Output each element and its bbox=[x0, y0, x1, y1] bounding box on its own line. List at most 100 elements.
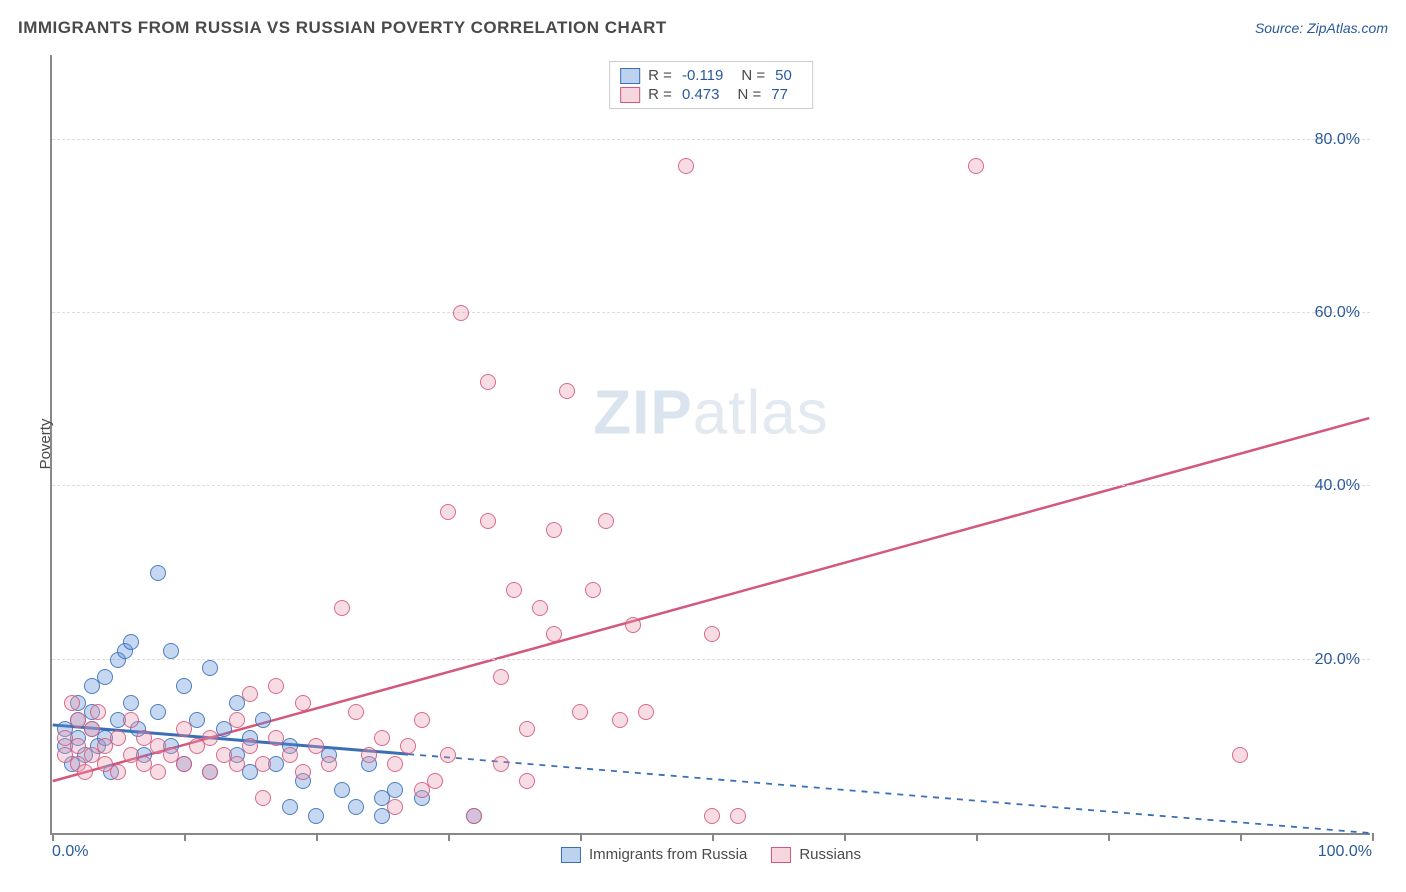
data-point bbox=[493, 756, 509, 772]
data-point bbox=[427, 773, 443, 789]
data-point bbox=[308, 808, 324, 824]
data-point bbox=[519, 721, 535, 737]
x-tick-mark bbox=[1372, 833, 1374, 841]
trend-line-solid bbox=[53, 418, 1370, 781]
data-point bbox=[176, 678, 192, 694]
data-point bbox=[77, 764, 93, 780]
legend-r-value: 0.473 bbox=[682, 86, 720, 103]
correlation-legend: R = -0.119 N = 50R = 0.473 N = 77 bbox=[609, 61, 813, 109]
data-point bbox=[387, 756, 403, 772]
data-point bbox=[598, 513, 614, 529]
series-legend-item: Immigrants from Russia bbox=[561, 846, 747, 863]
scatter-plot: Poverty ZIPatlas R =-0.119N =50R =0.473N… bbox=[50, 55, 1370, 835]
legend-r-value: -0.119 bbox=[682, 67, 723, 84]
y-tick-label: 60.0% bbox=[1315, 304, 1360, 322]
data-point bbox=[414, 712, 430, 728]
data-point bbox=[202, 660, 218, 676]
data-point bbox=[638, 704, 654, 720]
data-point bbox=[255, 756, 271, 772]
data-point bbox=[585, 582, 601, 598]
data-point bbox=[176, 756, 192, 772]
data-point bbox=[559, 383, 575, 399]
x-tick-mark bbox=[184, 833, 186, 841]
data-point bbox=[519, 773, 535, 789]
data-point bbox=[282, 747, 298, 763]
y-tick-label: 80.0% bbox=[1315, 131, 1360, 149]
data-point bbox=[466, 808, 482, 824]
data-point bbox=[90, 704, 106, 720]
data-point bbox=[532, 600, 548, 616]
x-tick-mark bbox=[448, 833, 450, 841]
data-point bbox=[387, 782, 403, 798]
legend-n-label: N = bbox=[741, 67, 765, 84]
correlation-legend-row: R = -0.119 N = 50 bbox=[620, 66, 802, 85]
x-tick-mark bbox=[1108, 833, 1110, 841]
legend-swatch bbox=[620, 87, 640, 103]
data-point bbox=[229, 756, 245, 772]
data-point bbox=[480, 513, 496, 529]
x-tick-mark bbox=[1240, 833, 1242, 841]
data-point bbox=[150, 704, 166, 720]
legend-n-value: 50 bbox=[775, 67, 792, 84]
y-axis-label: Poverty bbox=[37, 419, 54, 470]
data-point bbox=[202, 764, 218, 780]
y-tick-label: 20.0% bbox=[1315, 651, 1360, 669]
gridline bbox=[52, 139, 1370, 140]
data-point bbox=[348, 704, 364, 720]
data-point bbox=[440, 747, 456, 763]
data-point bbox=[334, 782, 350, 798]
data-point bbox=[546, 522, 562, 538]
data-point bbox=[546, 626, 562, 642]
data-point bbox=[268, 678, 284, 694]
data-point bbox=[123, 695, 139, 711]
chart-header: IMMIGRANTS FROM RUSSIA VS RUSSIAN POVERT… bbox=[18, 18, 1388, 38]
data-point bbox=[123, 634, 139, 650]
data-point bbox=[242, 738, 258, 754]
data-point bbox=[704, 626, 720, 642]
data-point bbox=[334, 600, 350, 616]
legend-n-value: 77 bbox=[771, 86, 788, 103]
data-point bbox=[242, 686, 258, 702]
data-point bbox=[255, 712, 271, 728]
x-tick-mark bbox=[316, 833, 318, 841]
data-point bbox=[123, 712, 139, 728]
data-point bbox=[678, 158, 694, 174]
legend-swatch bbox=[620, 68, 640, 84]
data-point bbox=[361, 747, 377, 763]
data-point bbox=[612, 712, 628, 728]
data-point bbox=[440, 504, 456, 520]
legend-swatch bbox=[561, 847, 581, 863]
legend-r-label: R = bbox=[648, 67, 672, 84]
gridline bbox=[52, 312, 1370, 313]
legend-swatch bbox=[771, 847, 791, 863]
data-point bbox=[282, 799, 298, 815]
gridline bbox=[52, 659, 1370, 660]
data-point bbox=[295, 764, 311, 780]
data-point bbox=[150, 764, 166, 780]
gridline bbox=[52, 485, 1370, 486]
correlation-legend-row: R =0.473N =77 bbox=[620, 85, 802, 104]
x-tick-mark bbox=[712, 833, 714, 841]
data-point bbox=[110, 764, 126, 780]
data-point bbox=[387, 799, 403, 815]
data-point bbox=[202, 730, 218, 746]
data-point bbox=[730, 808, 746, 824]
trend-lines bbox=[52, 55, 1370, 833]
data-point bbox=[1232, 747, 1248, 763]
series-legend-item: Russians bbox=[771, 846, 861, 863]
data-point bbox=[321, 756, 337, 772]
legend-n-label: N = bbox=[737, 86, 761, 103]
x-tick-label: 100.0% bbox=[1318, 843, 1372, 861]
data-point bbox=[268, 730, 284, 746]
data-point bbox=[308, 738, 324, 754]
data-point bbox=[163, 643, 179, 659]
data-point bbox=[400, 738, 416, 754]
data-point bbox=[229, 712, 245, 728]
data-point bbox=[493, 669, 509, 685]
data-point bbox=[110, 730, 126, 746]
x-tick-label: 0.0% bbox=[52, 843, 88, 861]
data-point bbox=[453, 305, 469, 321]
data-point bbox=[968, 158, 984, 174]
series-legend-label: Russians bbox=[799, 846, 861, 863]
x-tick-mark bbox=[844, 833, 846, 841]
